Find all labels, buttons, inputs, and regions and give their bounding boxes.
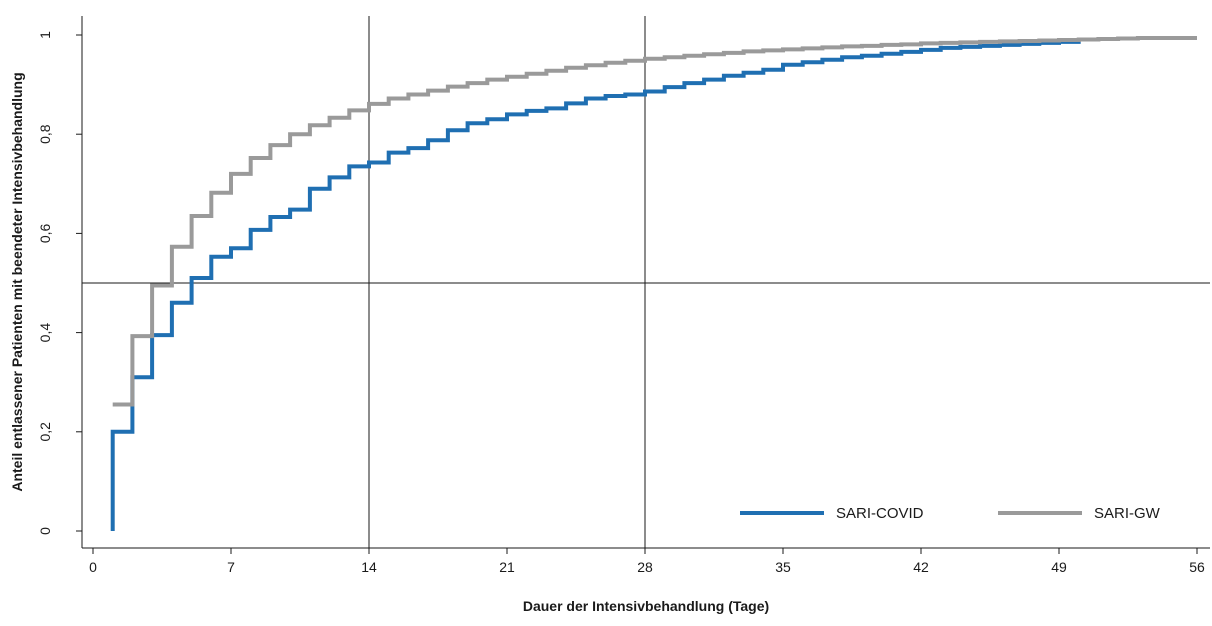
x-tick-label: 14: [361, 559, 377, 575]
x-tick-label: 56: [1189, 559, 1205, 575]
x-axis-title: Dauer der Intensivbehandlung (Tage): [523, 598, 769, 614]
y-tick-label: 0,6: [37, 223, 53, 243]
legend: SARI-COVID SARI-GW: [740, 505, 1161, 522]
x-tick-label: 35: [775, 559, 791, 575]
y-tick-label: 1: [37, 31, 53, 39]
y-tick-label: 0,8: [37, 124, 53, 144]
y-ticks: 0 0,2 0,4 0,6 0,8 1: [37, 31, 82, 535]
x-tick-label: 0: [89, 559, 97, 575]
legend-label-sari-covid: SARI-COVID: [836, 505, 924, 522]
x-tick-label: 42: [913, 559, 929, 575]
x-tick-label: 28: [637, 559, 653, 575]
y-tick-label: 0,2: [37, 422, 53, 442]
x-tick-label: 21: [499, 559, 515, 575]
axes: [81, 16, 1210, 549]
y-axis-title: Anteil entlassener Patienten mit beendet…: [9, 72, 25, 491]
series-line-sari-covid: [110, 39, 1081, 531]
y-tick-label: 0,4: [37, 323, 53, 343]
legend-label-sari-gw: SARI-GW: [1094, 505, 1161, 522]
x-ticks: 0 7 14 21 28 35 42 49 56: [89, 548, 1205, 575]
x-tick-label: 7: [227, 559, 235, 575]
series-lines: [110, 36, 1197, 531]
series-line-sari-gw: [112, 36, 1197, 407]
x-tick-label: 49: [1051, 559, 1067, 575]
y-tick-label: 0: [37, 527, 53, 535]
